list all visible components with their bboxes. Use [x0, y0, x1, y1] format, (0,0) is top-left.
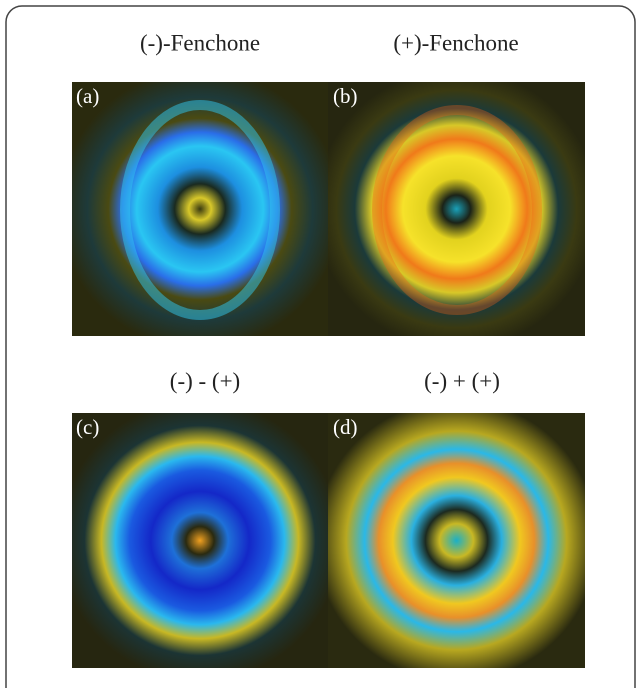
panel-title: (-) - (+) — [170, 368, 240, 393]
panel-title: (+)-Fenchone — [393, 30, 518, 55]
panel-images — [72, 82, 585, 668]
panel-label: (b) — [333, 84, 358, 108]
panel-label: (c) — [76, 415, 99, 439]
panel-label: (a) — [76, 84, 99, 108]
panel-title: (-) + (+) — [424, 368, 500, 393]
panel-title: (-)-Fenchone — [140, 30, 260, 55]
panel-label: (d) — [333, 415, 358, 439]
frame — [5, 5, 636, 693]
